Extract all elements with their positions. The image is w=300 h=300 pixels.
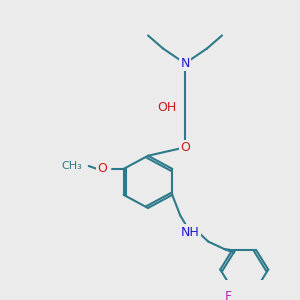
- Text: OH: OH: [158, 101, 177, 114]
- Text: O: O: [180, 141, 190, 154]
- Text: N: N: [180, 57, 190, 70]
- Text: NH: NH: [181, 226, 200, 239]
- Text: CH₃: CH₃: [61, 161, 82, 171]
- Text: F: F: [225, 290, 232, 300]
- Text: O: O: [97, 162, 107, 175]
